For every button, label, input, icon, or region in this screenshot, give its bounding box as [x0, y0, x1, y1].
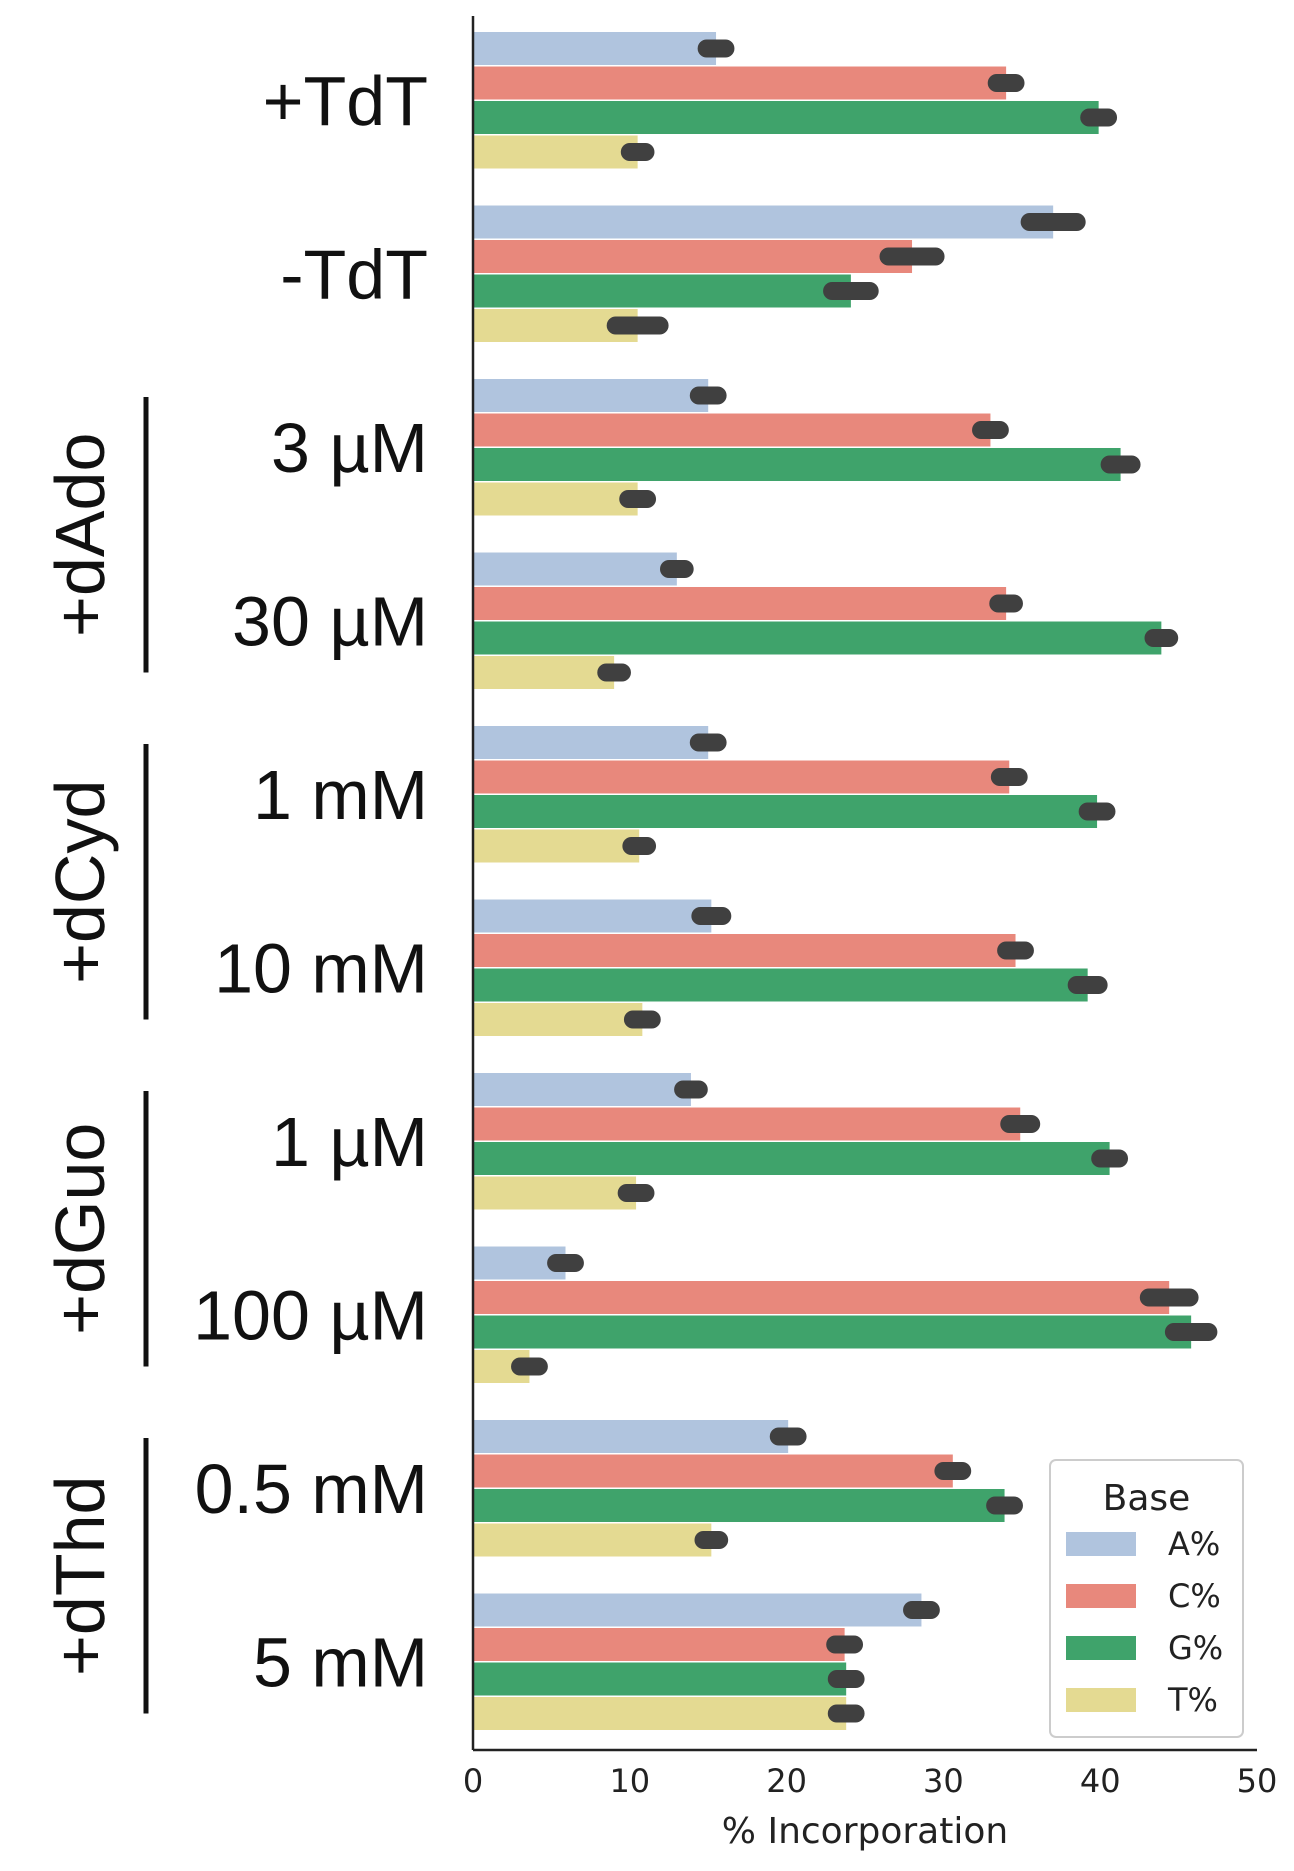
bar [473, 379, 709, 412]
bar [473, 240, 913, 273]
bar [473, 1697, 847, 1730]
bar [473, 621, 1162, 655]
legend-label: C% [1168, 1577, 1221, 1615]
bar [473, 1523, 712, 1557]
error-bars-layer [511, 39, 1218, 1723]
group-label: +dCyd [41, 780, 119, 984]
x-tick-label: 30 [923, 1762, 964, 1800]
bar [473, 1315, 1192, 1349]
category-label: 10 mM [214, 930, 428, 1008]
bar [473, 1142, 1110, 1175]
bar [473, 726, 709, 759]
bar [473, 656, 615, 689]
bar [473, 1003, 643, 1036]
legend-frame [1049, 1459, 1244, 1738]
bar [473, 482, 638, 516]
x-tick-label: 50 [1237, 1762, 1278, 1800]
category-label: 0.5 mM [195, 1450, 428, 1528]
legend-swatch [1066, 1688, 1136, 1712]
group-label: +dGuo [41, 1123, 119, 1335]
bar [473, 899, 712, 933]
bar [473, 66, 1007, 100]
x-tick-label: 20 [766, 1762, 807, 1800]
bar [473, 1073, 691, 1106]
bar [473, 795, 1098, 828]
x-tick-label: 40 [1080, 1762, 1121, 1800]
legend: A% C% G% T% [1049, 1459, 1244, 1738]
bar [473, 1628, 845, 1661]
bar [473, 1420, 789, 1453]
bar [473, 413, 991, 447]
bar [473, 32, 717, 65]
x-tick-label: 10 [609, 1762, 650, 1800]
category-label: -TdT [280, 236, 428, 314]
x-axis-title: % Incorporation [722, 1811, 1008, 1852]
bar [473, 1489, 1005, 1522]
category-label: 1 mM [253, 756, 428, 834]
category-label: 30 µM [232, 583, 428, 661]
category-label: 100 µM [193, 1277, 428, 1355]
legend-label: T% [1167, 1681, 1218, 1719]
bar [473, 135, 638, 169]
bar [473, 1176, 637, 1210]
bar [473, 829, 640, 863]
legend-swatch [1066, 1532, 1136, 1556]
category-label: +TdT [263, 62, 428, 140]
bar [473, 101, 1099, 134]
category-label: 5 mM [253, 1624, 428, 1702]
bar [473, 1662, 847, 1696]
legend-swatch [1066, 1636, 1136, 1660]
bar [473, 552, 677, 586]
category-label: 3 µM [271, 409, 428, 487]
legend-swatch [1066, 1584, 1136, 1608]
bar [473, 968, 1088, 1002]
bar [473, 587, 1007, 620]
labels-layer: +TdT -TdT 3 µM 30 µM 1 mM 10 mM 1 µM 100 µM 0.5 … [193, 62, 428, 1702]
category-label: 1 µM [271, 1103, 428, 1181]
bar [473, 934, 1016, 967]
legend-title: Base [1103, 1478, 1191, 1519]
bar [473, 760, 1010, 794]
bar [473, 1454, 953, 1488]
bar [473, 1281, 1170, 1314]
legend-label: G% [1168, 1629, 1223, 1667]
axes-layer: 0 10 20 30 40 50 [463, 16, 1278, 1800]
group-label: +dThd [41, 1476, 119, 1676]
group-labels-layer: +dAdo +dCyd +dGuo +dThd [41, 397, 149, 1714]
bars-layer [473, 32, 1192, 1730]
group-label: +dAdo [41, 433, 119, 637]
bar [473, 1593, 922, 1627]
legend-label: A% [1168, 1525, 1220, 1563]
bar [473, 1107, 1021, 1141]
bar [473, 448, 1121, 481]
x-tick-label: 0 [463, 1762, 483, 1800]
bar [473, 205, 1054, 239]
bar [473, 274, 851, 308]
